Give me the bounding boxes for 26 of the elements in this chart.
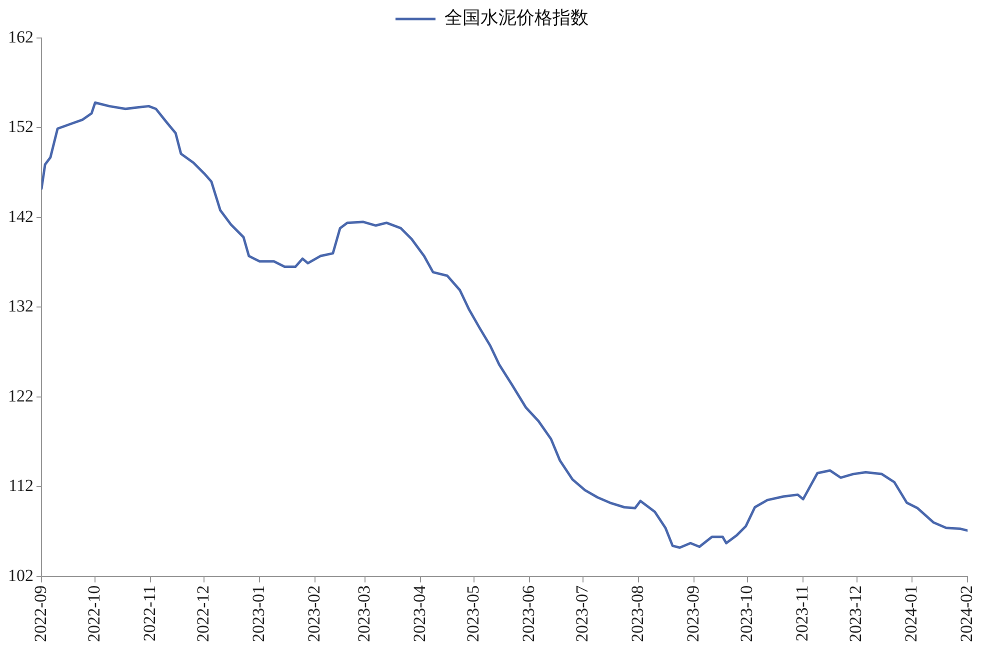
y-tick-label: 102 [8, 566, 34, 585]
x-tick-label: 2022-11 [140, 585, 160, 642]
y-tick-label: 112 [8, 476, 34, 496]
x-tick-label: 2023-02 [304, 585, 324, 642]
x-tick-label: 2024-02 [957, 585, 976, 642]
y-tick-label: 162 [8, 27, 34, 46]
y-tick-label: 142 [8, 206, 34, 226]
y-tick-label: 122 [8, 386, 34, 406]
legend-label: 全国水泥价格指数 [444, 8, 588, 28]
x-tick-label: 2023-09 [684, 585, 703, 642]
x-tick-label: 2023-11 [792, 585, 812, 642]
y-tick-label: 152 [8, 117, 34, 136]
x-tick-label: 2023-06 [519, 585, 538, 642]
x-tick-label: 2023-03 [354, 585, 374, 642]
x-tick-label: 2024-01 [902, 585, 921, 642]
x-tick-label: 2023-10 [737, 585, 756, 642]
y-tick-label: 132 [8, 296, 34, 316]
x-tick-label: 2022-09 [30, 585, 50, 642]
x-tick-label: 2023-04 [410, 584, 429, 642]
x-tick-label: 2022-10 [84, 585, 104, 642]
x-tick-label: 2023-08 [628, 585, 648, 642]
x-tick-label: 2022-12 [194, 585, 213, 642]
x-tick-label: 2023-01 [249, 585, 268, 642]
x-tick-label: 2023-07 [572, 584, 592, 642]
x-tick-label: 2023-05 [464, 585, 483, 642]
x-tick-label: 2023-12 [846, 585, 866, 642]
